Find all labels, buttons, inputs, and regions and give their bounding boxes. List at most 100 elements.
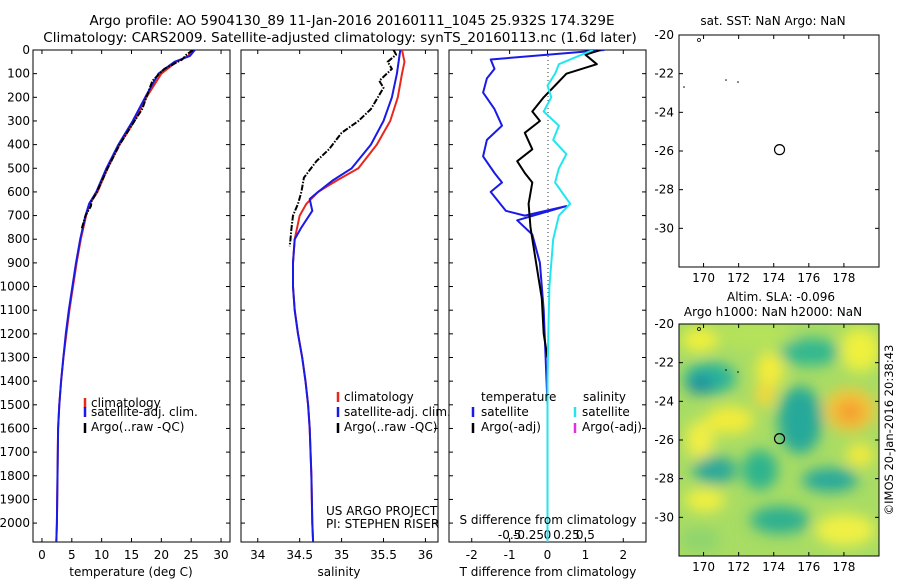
temperature-x-tick-label: 30 bbox=[213, 548, 228, 562]
sla-map-longitude-label: 178 bbox=[832, 560, 855, 574]
depth-tick-label: 2000 bbox=[0, 516, 30, 530]
depth-tick-label: 1200 bbox=[0, 327, 30, 341]
salinity-x-tick-label: 36 bbox=[418, 548, 433, 562]
legend-argo-label: Argo(..raw -QC) bbox=[344, 420, 437, 434]
s-difference-tick-label: 0.25 bbox=[553, 528, 580, 542]
temperature-x-tick-label: 10 bbox=[94, 548, 109, 562]
argo-track-marker bbox=[683, 86, 685, 88]
argo-track-marker bbox=[697, 38, 701, 42]
legend-sal-satellite-label: satellite bbox=[582, 405, 630, 419]
legend-salinity-title: salinity bbox=[583, 390, 626, 404]
sla-map-latitude-label: -28 bbox=[654, 472, 674, 486]
temperature-series-argo-raw-qc bbox=[80, 50, 194, 231]
difference-series-salinity-satellite bbox=[542, 50, 594, 542]
difference-x-tick-label: -2 bbox=[466, 548, 478, 562]
argo-track-marker bbox=[737, 371, 739, 373]
difference-series-temperature-argo-adj bbox=[516, 50, 601, 358]
sla-map-longitude-label: 170 bbox=[692, 560, 715, 574]
sst-map-profile-location-marker bbox=[773, 144, 786, 156]
temperature-x-tick-label: 15 bbox=[124, 548, 139, 562]
legend-temp-satellite-label: satellite bbox=[481, 405, 529, 419]
sla-map-latitude-label: -30 bbox=[654, 510, 674, 524]
depth-tick-label: 900 bbox=[7, 256, 30, 270]
temperature-x-tick-label: 20 bbox=[154, 548, 169, 562]
sla-heatmap-field bbox=[679, 324, 879, 556]
salinity-plot-frame bbox=[240, 49, 439, 543]
depth-tick-label: 1300 bbox=[0, 351, 30, 365]
sst-map-latitude-label: -24 bbox=[654, 105, 674, 119]
salinity-series-satellite-adj-clim bbox=[292, 50, 402, 542]
sst-map-longitude-label: 176 bbox=[797, 271, 820, 285]
salinity-series-argo-raw-qc bbox=[288, 50, 398, 247]
legend-satellite-label: satellite-adj. clim. bbox=[91, 405, 198, 419]
sst-map-title: sat. SST: NaN Argo: NaN bbox=[700, 14, 845, 28]
argo-track-marker bbox=[725, 79, 727, 81]
depth-tick-label: 0 bbox=[22, 43, 30, 57]
depth-tick-label: 1000 bbox=[0, 280, 30, 294]
sla-map-subtitle: Argo h1000: NaN h2000: NaN bbox=[684, 305, 862, 319]
sla-map-latitude-label: -26 bbox=[654, 433, 674, 447]
difference-legend: temperature satellite Argo(-adj) salinit… bbox=[471, 390, 642, 434]
depth-tick-label: 1800 bbox=[0, 469, 30, 483]
salinity-x-tick-label: 35 bbox=[334, 548, 349, 562]
salinity-series-climatology bbox=[292, 50, 406, 542]
difference-x-tick-label: 0 bbox=[544, 548, 552, 562]
depth-tick-label: 600 bbox=[7, 185, 30, 199]
depth-tick-label: 700 bbox=[7, 209, 30, 223]
depth-tick-label: 100 bbox=[7, 67, 30, 81]
difference-x-tick-label: 1 bbox=[582, 548, 590, 562]
depth-tick-label: 1400 bbox=[0, 374, 30, 388]
salinity-x-tick-label: 34 bbox=[250, 548, 265, 562]
sla-map-panel: Altim. SLA: -0.096 Argo h1000: NaN h2000… bbox=[654, 290, 880, 574]
argo-track-marker bbox=[737, 81, 739, 83]
sst-map-frame bbox=[678, 34, 880, 268]
sla-map-profile-location-marker bbox=[773, 433, 786, 445]
sla-map-longitude-label: 176 bbox=[797, 560, 820, 574]
sst-map-longitude-label: 174 bbox=[762, 271, 785, 285]
sst-map-longitude-label: 170 bbox=[692, 271, 715, 285]
legend-temp-argo-label: Argo(-adj) bbox=[481, 420, 541, 434]
depth-tick-label: 1700 bbox=[0, 445, 30, 459]
t-difference-x-axis-label: T difference from climatology bbox=[459, 565, 637, 579]
temperature-legend: climatology satellite-adj. clim. Argo(..… bbox=[83, 396, 198, 434]
pi-annotation: PI: STEPHEN RISER bbox=[326, 517, 439, 531]
temperature-x-tick-label: 5 bbox=[68, 548, 76, 562]
salinity-panel: 34 34.5 35 35.5 36 salinity climatology sate… bbox=[240, 49, 451, 579]
legend-climatology-label: climatology bbox=[344, 390, 414, 404]
temperature-series-climatology bbox=[55, 50, 194, 542]
legend-sal-argo-label: Argo(-adj) bbox=[582, 420, 642, 434]
depth-tick-label: 800 bbox=[7, 232, 30, 246]
s-difference-axis-label: S difference from climatology bbox=[460, 513, 637, 527]
sla-map-latitude-label: -24 bbox=[654, 394, 674, 408]
sst-map-longitude-label: 172 bbox=[727, 271, 750, 285]
salinity-series-group bbox=[288, 50, 406, 542]
salinity-x-tick-label: 34.5 bbox=[286, 548, 313, 562]
temperature-series-satellite-adj-clim bbox=[55, 50, 196, 542]
temperature-series-group bbox=[55, 50, 196, 542]
sst-map-latitude-label: -20 bbox=[654, 28, 674, 42]
temperature-panel: 0100200300400500600700800900100011001200… bbox=[0, 43, 231, 579]
sla-map-latitude-label: -22 bbox=[654, 356, 674, 370]
s-difference-tick-label: 0.5 bbox=[576, 528, 595, 542]
depth-tick-label: 300 bbox=[7, 114, 30, 128]
difference-series-temperature-satellite bbox=[482, 50, 605, 542]
figure-title-line2: Climatology: CARS2009. Satellite-adjuste… bbox=[43, 30, 636, 46]
salinity-legend: climatology satellite-adj. clim. Argo(..… bbox=[336, 390, 451, 434]
sla-map-longitude-label: 172 bbox=[727, 560, 750, 574]
salinity-x-axis-label: salinity bbox=[317, 565, 360, 579]
legend-satellite-label: satellite-adj. clim. bbox=[344, 405, 451, 419]
argo-track-marker bbox=[725, 369, 727, 371]
depth-tick-label: 200 bbox=[7, 90, 30, 104]
depth-tick-label: 1500 bbox=[0, 398, 30, 412]
sla-map-longitude-label: 174 bbox=[762, 560, 785, 574]
depth-tick-label: 500 bbox=[7, 161, 30, 175]
s-difference-tick-label: -0.5 bbox=[498, 528, 521, 542]
depth-tick-label: 1900 bbox=[0, 492, 30, 506]
difference-x-tick-label: -1 bbox=[504, 548, 516, 562]
sst-map-latitude-label: -26 bbox=[654, 144, 674, 158]
temperature-x-tick-label: 25 bbox=[184, 548, 199, 562]
project-annotation: US ARGO PROJECT bbox=[326, 504, 438, 518]
figure-title-line1: Argo profile: AO 5904130_89 11-Jan-2016 … bbox=[89, 13, 614, 29]
copyright-timestamp: ©IMOS 20-Jan-2016 20:38:43 bbox=[882, 345, 896, 516]
